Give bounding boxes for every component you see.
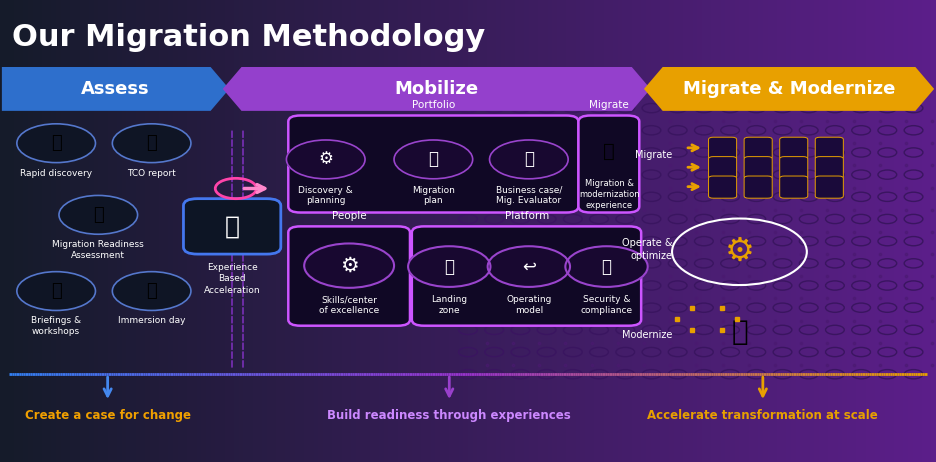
Text: Migration &
modernization
experience: Migration & modernization experience <box>579 179 639 210</box>
Text: Migrate: Migrate <box>590 100 629 110</box>
Text: Our Migration Methodology: Our Migration Methodology <box>12 23 486 52</box>
Text: Migrate & Modernize: Migrate & Modernize <box>683 80 895 98</box>
Text: 💡: 💡 <box>146 282 157 300</box>
Text: ⚙: ⚙ <box>340 255 358 276</box>
Text: Business case/
Mig. Evaluator: Business case/ Mig. Evaluator <box>496 186 562 205</box>
Text: Experience
Based
Acceleration: Experience Based Acceleration <box>204 263 260 295</box>
FancyBboxPatch shape <box>744 176 772 198</box>
FancyBboxPatch shape <box>780 137 808 159</box>
Text: Briefings &
workshops: Briefings & workshops <box>31 316 81 336</box>
Circle shape <box>304 243 394 288</box>
Polygon shape <box>223 67 651 111</box>
Text: 🛡: 🛡 <box>602 258 611 275</box>
Text: 🖥: 🖥 <box>51 282 62 300</box>
Text: 💼: 💼 <box>524 151 534 168</box>
Circle shape <box>565 246 648 287</box>
FancyBboxPatch shape <box>183 199 281 254</box>
Circle shape <box>394 140 473 179</box>
Text: Mobilize: Mobilize <box>395 80 478 98</box>
Text: ⚙: ⚙ <box>318 151 333 168</box>
Text: Portfolio: Portfolio <box>412 100 455 110</box>
Circle shape <box>112 124 191 163</box>
Circle shape <box>17 272 95 310</box>
Text: 💻: 💻 <box>731 318 748 346</box>
Text: Landing
zone: Landing zone <box>431 295 467 315</box>
Text: Accelerate transformation at scale: Accelerate transformation at scale <box>648 409 878 422</box>
FancyBboxPatch shape <box>709 157 737 179</box>
Text: Operate &
optimize: Operate & optimize <box>622 238 672 261</box>
Text: Migration Readiness
Assessment: Migration Readiness Assessment <box>52 240 144 260</box>
Circle shape <box>286 140 365 179</box>
Text: ⚙: ⚙ <box>724 235 754 268</box>
FancyBboxPatch shape <box>780 176 808 198</box>
Text: 📄: 📄 <box>93 206 104 224</box>
Text: Migration
plan: Migration plan <box>412 186 455 205</box>
Text: Modernize: Modernize <box>622 330 672 340</box>
Text: Create a case for change: Create a case for change <box>24 409 191 422</box>
Text: TCO report: TCO report <box>127 169 176 177</box>
Text: Migrate: Migrate <box>635 150 672 160</box>
Text: Discovery &
planning: Discovery & planning <box>299 186 353 205</box>
Text: People: People <box>332 211 366 221</box>
Text: 🚀: 🚀 <box>445 258 454 275</box>
Circle shape <box>490 140 568 179</box>
FancyBboxPatch shape <box>744 137 772 159</box>
Text: Operating
model: Operating model <box>506 295 551 315</box>
FancyBboxPatch shape <box>578 116 639 213</box>
Text: Build readiness through experiences: Build readiness through experiences <box>328 409 571 422</box>
Text: Security &
compliance: Security & compliance <box>580 295 633 315</box>
Circle shape <box>112 272 191 310</box>
Polygon shape <box>644 67 934 111</box>
FancyBboxPatch shape <box>709 137 737 159</box>
Polygon shape <box>2 67 229 111</box>
FancyBboxPatch shape <box>288 116 578 213</box>
Text: Assess: Assess <box>81 80 150 98</box>
FancyBboxPatch shape <box>815 176 843 198</box>
Text: Skills/center
of excellence: Skills/center of excellence <box>319 295 379 315</box>
Circle shape <box>59 195 138 234</box>
FancyBboxPatch shape <box>412 226 641 326</box>
Text: Platform: Platform <box>505 211 549 221</box>
FancyBboxPatch shape <box>780 157 808 179</box>
Text: 📋: 📋 <box>429 151 438 168</box>
FancyBboxPatch shape <box>709 176 737 198</box>
FancyBboxPatch shape <box>815 137 843 159</box>
Text: 🏗: 🏗 <box>604 141 615 161</box>
FancyBboxPatch shape <box>288 226 410 326</box>
Circle shape <box>488 246 570 287</box>
Text: 🧍: 🧍 <box>225 214 240 238</box>
Text: 📊: 📊 <box>146 134 157 152</box>
FancyBboxPatch shape <box>744 157 772 179</box>
Text: Immersion day: Immersion day <box>118 316 185 325</box>
Text: Rapid discovery: Rapid discovery <box>20 169 93 177</box>
Text: ↩: ↩ <box>522 258 535 275</box>
FancyBboxPatch shape <box>815 157 843 179</box>
Circle shape <box>408 246 490 287</box>
Text: 🔍: 🔍 <box>51 134 62 152</box>
Circle shape <box>17 124 95 163</box>
